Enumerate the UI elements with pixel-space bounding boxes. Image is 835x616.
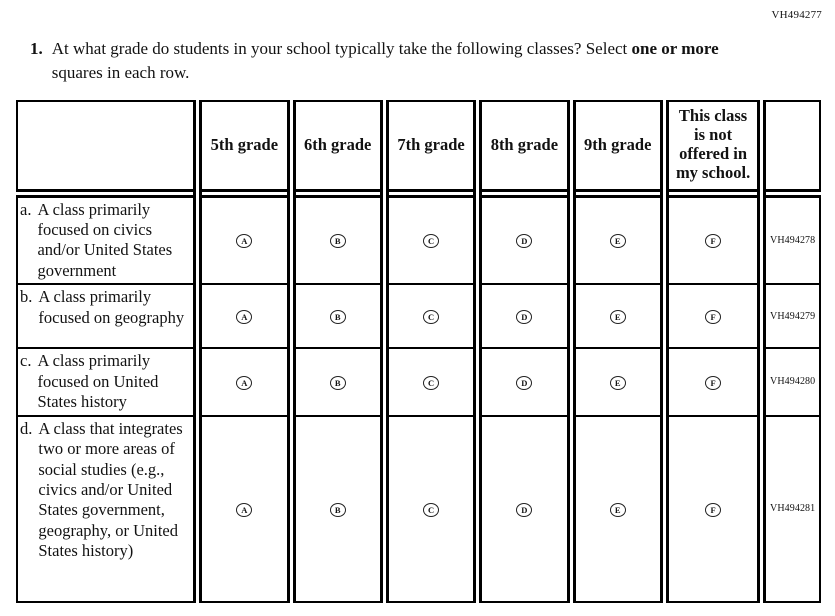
table-row-a: a. A class primarily focused on civics a… — [16, 188, 822, 286]
row-a-cell-7th: C — [379, 188, 479, 286]
option-bubble-d-D[interactable]: D — [516, 502, 533, 517]
question-number: 1. — [30, 39, 43, 58]
row-a-label-cell: a. A class primarily focused on civics a… — [16, 188, 199, 286]
row-b-cell-8th: D — [473, 283, 573, 350]
table-row-b: b. A class primarily focused on geograph… — [16, 283, 822, 350]
option-bubble-d-E[interactable]: E — [609, 502, 626, 517]
form-code-top-right: VH494277 — [771, 9, 822, 21]
row-c-text: A class primarily focused on United Stat… — [37, 351, 159, 412]
option-bubble-c-A[interactable]: A — [236, 375, 253, 390]
option-bubble-b-A[interactable]: A — [236, 310, 253, 325]
row-d-cell-9th: E — [566, 414, 666, 603]
row-c-cell-7th: C — [379, 347, 479, 417]
option-bubble-c-E[interactable]: E — [609, 375, 626, 390]
row-d-code: VH494281 — [757, 414, 822, 603]
header-8th-grade: 8th grade — [473, 100, 573, 194]
row-d-label-cell: d. A class that integrates two or more a… — [16, 414, 199, 603]
row-d-cell-7th: C — [379, 414, 479, 603]
option-bubble-a-C[interactable]: C — [423, 234, 440, 249]
row-c-cell-8th: D — [473, 347, 573, 417]
row-b-cell-9th: E — [566, 283, 666, 350]
row-a-cell-not-offered: F — [659, 188, 763, 286]
option-bubble-b-F[interactable]: F — [705, 310, 722, 325]
option-bubble-a-D[interactable]: D — [516, 234, 533, 249]
row-a-cell-9th: E — [566, 188, 666, 286]
row-a-letter: a. — [20, 199, 32, 219]
header-5th-grade: 5th grade — [193, 100, 293, 194]
header-6th-grade: 6th grade — [286, 100, 386, 194]
row-a-cell-5th: A — [193, 188, 293, 286]
table-row-c: c. A class primarily focused on United S… — [16, 347, 822, 417]
grade-selection-table: 5th grade 6th grade 7th grade 8th grade … — [16, 100, 822, 603]
option-bubble-a-B[interactable]: B — [329, 234, 346, 249]
option-bubble-a-A[interactable]: A — [236, 234, 253, 249]
row-d-letter: d. — [20, 418, 33, 438]
option-bubble-d-B[interactable]: B — [329, 502, 346, 517]
row-b-text: A class primarily focused on geography — [38, 287, 185, 327]
row-d-cell-6th: B — [286, 414, 386, 603]
row-a-code: VH494278 — [757, 188, 822, 286]
row-b-letter: b. — [20, 287, 33, 307]
option-bubble-a-E[interactable]: E — [609, 234, 626, 249]
header-9th-grade: 9th grade — [566, 100, 666, 194]
row-d-cell-8th: D — [473, 414, 573, 603]
row-c-label-cell: c. A class primarily focused on United S… — [16, 347, 199, 417]
header-corner-cell — [16, 100, 199, 194]
row-b-code: VH494279 — [757, 283, 822, 350]
header-not-offered: This class is not offered in my school. — [659, 100, 763, 194]
row-b-cell-6th: B — [286, 283, 386, 350]
option-bubble-b-E[interactable]: E — [609, 310, 626, 325]
header-code-column — [757, 100, 822, 194]
header-row: 5th grade 6th grade 7th grade 8th grade … — [16, 100, 822, 194]
question-text: At what grade do students in your school… — [52, 37, 734, 85]
row-c-cell-5th: A — [193, 347, 293, 417]
row-b-label-cell: b. A class primarily focused on geograph… — [16, 283, 199, 350]
row-c-cell-9th: E — [566, 347, 666, 417]
option-bubble-d-F[interactable]: F — [705, 502, 722, 517]
row-d-text: A class that integrates two or more area… — [38, 418, 183, 561]
option-bubble-c-D[interactable]: D — [516, 375, 533, 390]
option-bubble-c-B[interactable]: B — [329, 375, 346, 390]
option-bubble-c-C[interactable]: C — [423, 375, 440, 390]
option-bubble-b-B[interactable]: B — [329, 310, 346, 325]
row-c-cell-not-offered: F — [659, 347, 763, 417]
question-text-before: At what grade do students in your school… — [51, 39, 632, 58]
table-row-d: d. A class that integrates two or more a… — [16, 414, 822, 603]
row-a-text: A class primarily focused on civics and/… — [37, 199, 173, 280]
question-bold-phrase: one or more — [631, 39, 719, 58]
row-a-cell-8th: D — [473, 188, 573, 286]
row-b-cell-7th: C — [379, 283, 479, 350]
row-b-cell-5th: A — [193, 283, 293, 350]
question-block: 1. At what grade do students in your sch… — [30, 37, 734, 85]
option-bubble-b-D[interactable]: D — [516, 310, 533, 325]
option-bubble-a-F[interactable]: F — [705, 234, 722, 249]
option-bubble-d-C[interactable]: C — [423, 502, 440, 517]
option-bubble-b-C[interactable]: C — [423, 310, 440, 325]
question-text-after: squares in each row. — [51, 63, 190, 83]
row-c-cell-6th: B — [286, 347, 386, 417]
row-d-cell-not-offered: F — [659, 414, 763, 603]
row-b-cell-not-offered: F — [659, 283, 763, 350]
row-c-letter: c. — [20, 351, 32, 371]
header-7th-grade: 7th grade — [379, 100, 479, 194]
row-c-code: VH494280 — [757, 347, 822, 417]
option-bubble-d-A[interactable]: A — [236, 502, 253, 517]
row-d-cell-5th: A — [193, 414, 293, 603]
option-bubble-c-F[interactable]: F — [705, 375, 722, 390]
row-a-cell-6th: B — [286, 188, 386, 286]
